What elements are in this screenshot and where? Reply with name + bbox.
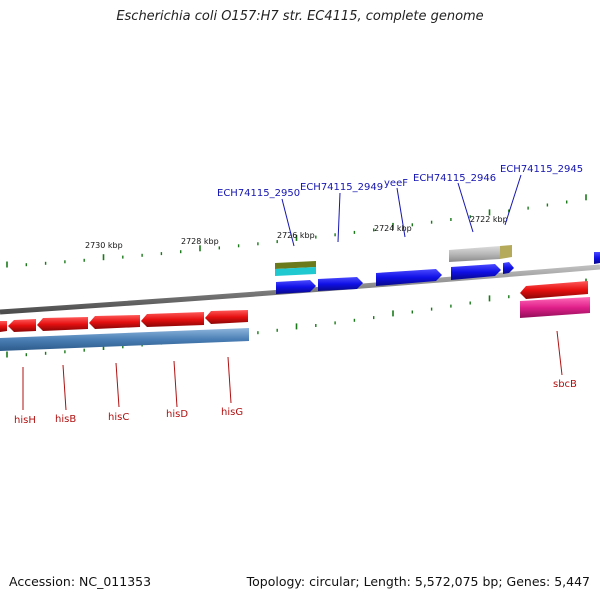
feature-steelblue-band <box>0 328 249 351</box>
gene-label-hisd: hisD <box>166 409 188 420</box>
label-leaders <box>22 174 563 411</box>
cds-yeef[interactable] <box>376 269 442 286</box>
scale-label-2728: 2728 kbp <box>181 237 219 246</box>
feature-magenta-sbcb <box>520 297 590 318</box>
leader-hisb <box>62 364 67 411</box>
leader-ech74115-2946 <box>457 182 474 233</box>
leader-hisc <box>115 362 120 408</box>
scale-label-2730: 2730 kbp <box>85 241 123 250</box>
leader-yeef <box>396 187 406 238</box>
accession-label: Accession: NC_011353 <box>9 574 152 589</box>
cds-edge-right[interactable] <box>594 252 600 264</box>
leader-ech74115-2949 <box>337 192 341 243</box>
reverse-cds-group <box>0 281 588 332</box>
leader-ech74115-2945 <box>504 174 522 226</box>
leader-ech74115-2950 <box>281 198 295 247</box>
feature-grey-khaki <box>449 245 512 262</box>
cds-sbcb[interactable] <box>520 281 588 299</box>
cds-hisb[interactable] <box>37 317 88 331</box>
gene-label-ech74115-2950: ECH74115_2950 <box>217 188 300 199</box>
cds-hish[interactable] <box>8 319 36 332</box>
cds-edge-left[interactable] <box>0 321 7 332</box>
feature-olive-cyan <box>275 261 316 276</box>
scale-ticks-top <box>6 194 587 268</box>
leader-sbcb <box>556 330 563 376</box>
gene-label-ech74115-2946: ECH74115_2946 <box>413 173 496 184</box>
cds-hisd[interactable] <box>141 312 204 327</box>
cds-ech74115-2949[interactable] <box>318 277 363 291</box>
cds-hisg[interactable] <box>205 310 248 324</box>
gene-label-hish: hisH <box>14 415 36 426</box>
scale-label-2726: 2726 kbp <box>277 231 315 240</box>
topology-label: Topology: circular; Length: 5,572,075 bp… <box>246 574 590 589</box>
forward-cds-group <box>276 252 600 294</box>
cds-ech74115-2946[interactable] <box>451 264 501 280</box>
map-title: Escherichia coli O157:H7 str. EC4115, co… <box>116 9 484 24</box>
gene-label-hisb: hisB <box>55 414 76 425</box>
gene-label-sbcb: sbcB <box>553 379 577 390</box>
cds-ech74115-2950[interactable] <box>276 280 316 294</box>
scale-label-2722: 2722 kbp <box>470 215 508 224</box>
gene-label-hisg: hisG <box>221 407 243 418</box>
leader-hisd <box>173 360 178 408</box>
cds-ech74115-2945[interactable] <box>503 262 514 274</box>
gene-label-ech74115-2949: ECH74115_2949 <box>300 182 383 193</box>
scale-label-2724: 2724 kbp <box>374 224 412 233</box>
cds-hisc[interactable] <box>89 315 140 329</box>
leader-hisg <box>227 356 232 404</box>
gene-label-hisc: hisC <box>108 412 129 423</box>
gene-label-ech74115-2945: ECH74115_2945 <box>500 164 583 175</box>
gene-label-yeef: yeeF <box>384 178 408 189</box>
